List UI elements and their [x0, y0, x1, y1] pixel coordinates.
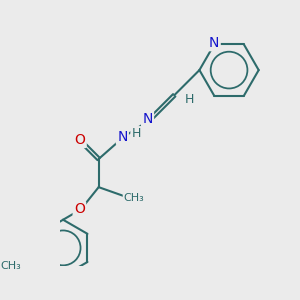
Text: O: O — [74, 202, 85, 216]
Text: N: N — [209, 36, 219, 50]
Text: H: H — [132, 127, 141, 140]
Text: CH₃: CH₃ — [124, 193, 145, 202]
Text: CH₃: CH₃ — [1, 261, 22, 272]
Text: N: N — [117, 130, 128, 144]
Text: N: N — [142, 112, 153, 126]
Text: H: H — [184, 93, 194, 106]
Text: O: O — [74, 133, 86, 147]
